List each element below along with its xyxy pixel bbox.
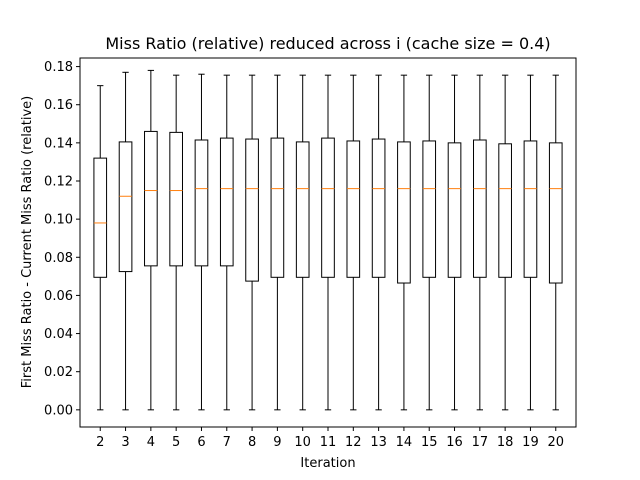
iqr-box	[397, 141, 411, 284]
y-tick-label: 0.10	[44, 213, 73, 228]
box-15	[422, 74, 437, 411]
x-tick-label: 18	[497, 435, 514, 450]
x-tick-label: 13	[370, 435, 387, 450]
box-17	[473, 74, 487, 411]
box-3	[118, 71, 133, 411]
iqr-box	[219, 137, 234, 267]
iqr-box	[144, 130, 158, 267]
y-tick-label: 0.16	[44, 98, 73, 113]
x-tick-label: 2	[96, 435, 104, 450]
x-tick-label: 11	[320, 435, 337, 450]
iqr-box	[295, 141, 310, 278]
x-tick-label: 5	[172, 435, 180, 450]
x-tick-label: 6	[197, 435, 205, 450]
box-6	[194, 73, 209, 411]
box-13	[371, 74, 386, 411]
axes-frame	[79, 57, 577, 428]
x-tick-label: 20	[547, 435, 564, 450]
box-8	[245, 74, 259, 411]
x-tick-label: 8	[248, 435, 256, 450]
y-tick-label: 0.02	[44, 365, 73, 380]
iqr-box	[346, 140, 361, 278]
iqr-box	[194, 139, 209, 267]
y-tick-label: 0.08	[44, 251, 73, 266]
iqr-box	[548, 142, 563, 284]
box-7	[219, 74, 234, 411]
y-axis: 0.00 0.02 0.04 0.06 0.08 0.10 0.12 0.14 0.16 0.18	[44, 60, 80, 418]
y-tick-label: 0.06	[44, 289, 73, 304]
x-tick-label: 10	[294, 435, 311, 450]
box-12	[346, 74, 361, 411]
x-tick-label: 4	[147, 435, 155, 450]
box-19	[523, 74, 538, 411]
box-2	[93, 85, 108, 411]
box-4	[144, 69, 158, 411]
iqr-box	[118, 141, 133, 273]
chart-title: Miss Ratio (relative) reduced across i (…	[105, 34, 550, 53]
box-9	[270, 74, 285, 411]
box-18	[498, 74, 512, 411]
y-tick-label: 0.14	[44, 136, 73, 151]
iqr-box	[523, 140, 538, 278]
iqr-box	[93, 157, 108, 278]
y-tick-label: 0.12	[44, 175, 73, 190]
iqr-box	[447, 142, 462, 278]
x-tick-label: 16	[446, 435, 463, 450]
iqr-box	[270, 137, 285, 278]
iqr-box	[422, 140, 437, 278]
iqr-box	[321, 137, 335, 278]
x-axis: 2 3 4 5 6 7 8 9 10 11 12 13 14 15 16 17 18 19 20	[96, 427, 564, 450]
box-series	[93, 69, 563, 411]
box-11	[321, 74, 335, 411]
x-tick-label: 17	[472, 435, 489, 450]
y-tick-label: 0.04	[44, 327, 73, 342]
x-tick-label: 14	[396, 435, 413, 450]
box-20	[548, 74, 563, 411]
x-tick-label: 15	[421, 435, 438, 450]
iqr-box	[473, 139, 487, 278]
box-5	[169, 74, 183, 411]
iqr-box	[245, 138, 259, 282]
box-14	[397, 74, 411, 411]
x-tick-label: 3	[121, 435, 129, 450]
y-tick-label: 0.18	[44, 60, 73, 75]
y-tick-label: 0.00	[44, 403, 73, 418]
x-tick-label: 19	[522, 435, 539, 450]
x-axis-title: Iteration	[300, 456, 355, 471]
iqr-box	[169, 131, 183, 267]
y-axis-title: First Miss Ratio - Current Miss Ratio (r…	[20, 96, 35, 388]
x-tick-label: 7	[223, 435, 231, 450]
box-16	[447, 74, 462, 411]
box-10	[295, 74, 310, 411]
x-tick-label: 9	[273, 435, 281, 450]
iqr-box	[498, 143, 512, 278]
iqr-box	[371, 138, 386, 278]
x-tick-label: 12	[345, 435, 362, 450]
